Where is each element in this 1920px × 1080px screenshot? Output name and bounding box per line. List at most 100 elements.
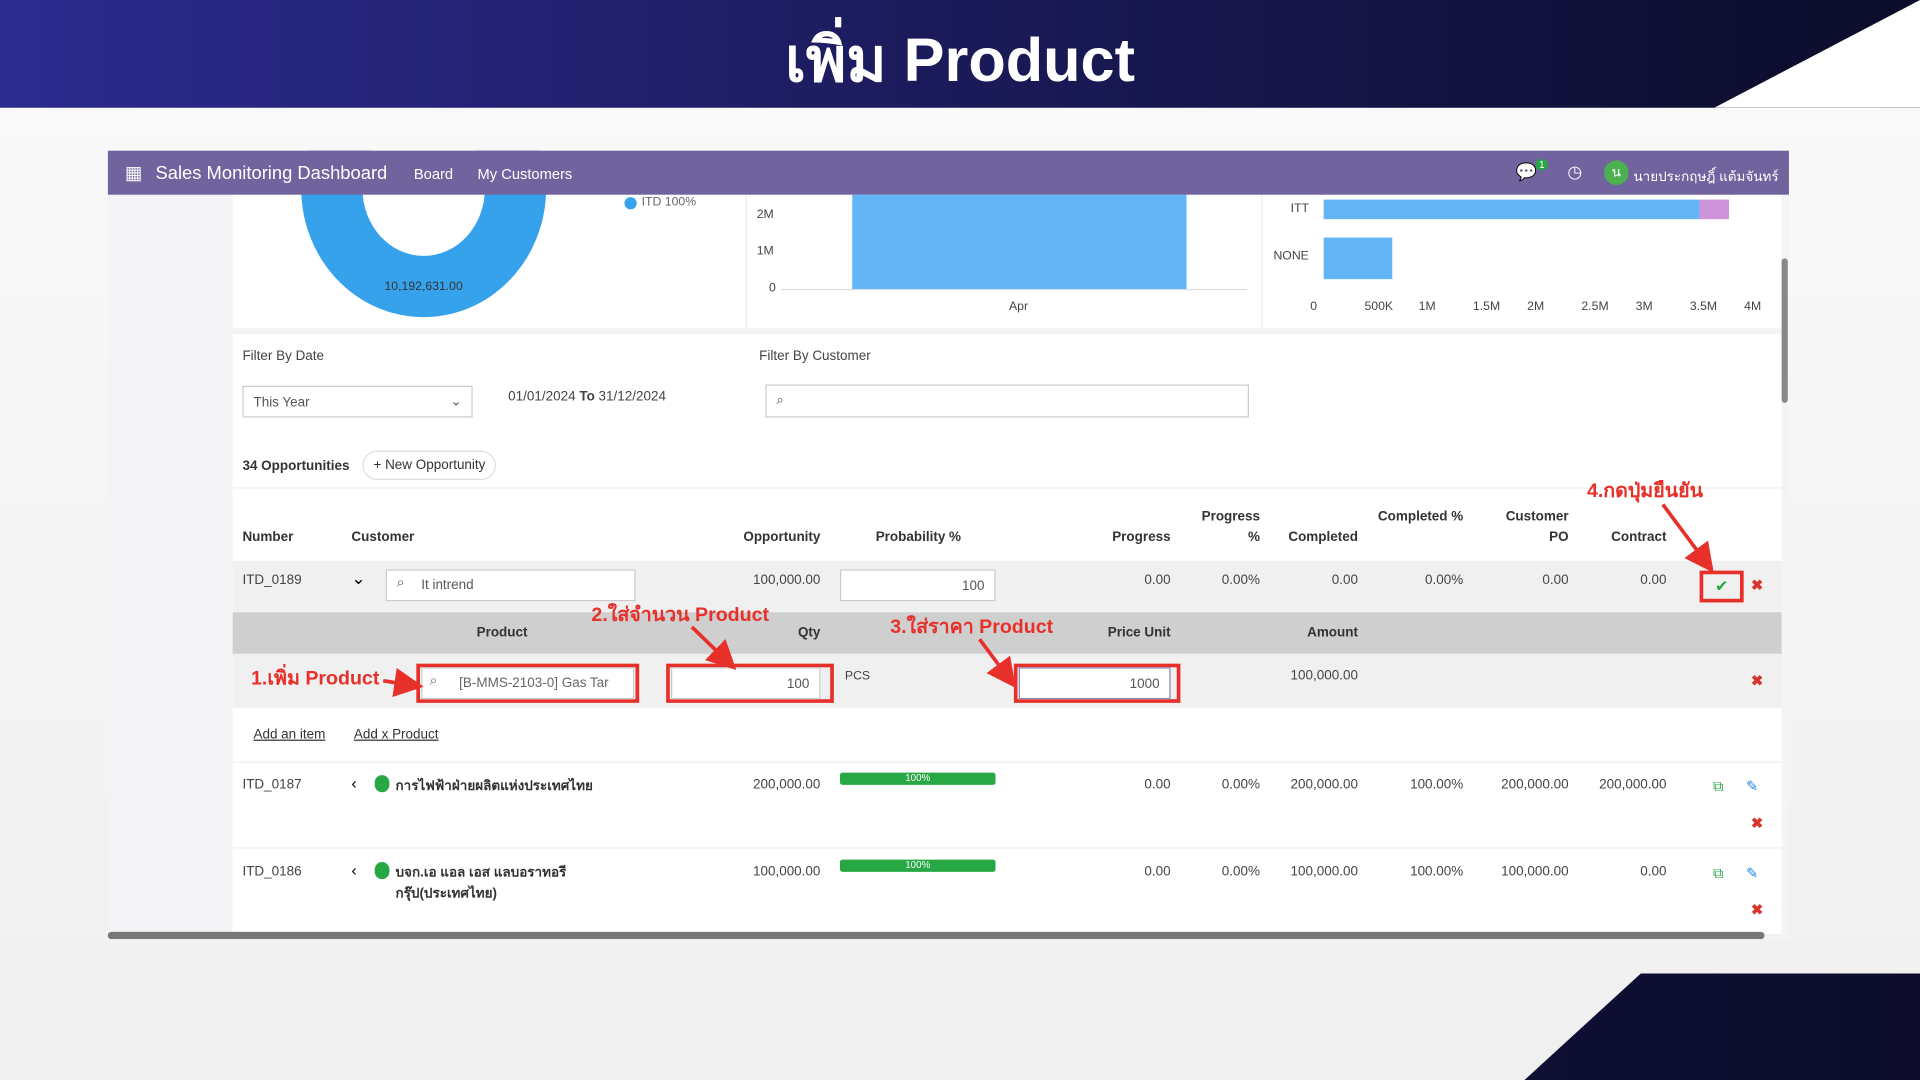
new-opportunity-button[interactable]: + New Opportunity [362,450,497,481]
price-unit-input[interactable]: 1000 [1018,667,1171,700]
copy-icon[interactable]: ⧉ [1713,864,1724,882]
banner [0,0,1920,108]
header-progress[interactable]: Progress [1112,530,1171,545]
legend-dot [624,197,637,210]
chat-icon[interactable]: 💬 [1515,161,1538,182]
header-customer-po[interactable]: Customer PO [1505,509,1569,545]
header-progress-pct[interactable]: Progress % [1201,509,1261,545]
row-customer-po: 200,000.00 [1501,777,1569,793]
donut-legend-label: ITD 100% [641,195,697,210]
confirm-check-button[interactable]: ✔ [1699,570,1744,603]
row-progress-pct: 0.00% [1221,573,1261,588]
customer-input-value: It intrend [421,577,474,593]
arrow-step4 [1661,503,1714,573]
user-name[interactable]: นายประกฤษฎิ์ แต้มจันทร์ [1633,170,1779,185]
row-number: ITD_0189 [242,573,302,588]
annotation-step3: 3.ใส่ราคา Product [890,617,1054,638]
page-title: เพิ่ม Product [785,25,1135,95]
header-probability[interactable]: Probability % [875,530,962,545]
row-customer: บจก.เอ แอล เอส แลบอราทอรี กรุ๊ป(ประเทศไทย… [396,863,567,905]
menu-my-customers[interactable]: My Customers [477,165,573,183]
product-input[interactable]: ⌕ [B-MMS-2103-0] Gas Tar [421,667,635,700]
date-select-value: This Year [253,395,310,411]
table-row[interactable]: ITD_0186 ‹ บจก.เอ แอล เอส แลบอราทอรี กรุ๊… [232,849,1782,936]
app-window: ▦ Sales Monitoring Dashboard Board My Cu… [107,150,1789,940]
customer-name-line2: กรุ๊ป(ประเทศไทย) [395,886,498,902]
discard-x-icon[interactable]: ✖ [1751,576,1764,594]
delete-line-x-icon[interactable]: ✖ [1751,672,1764,690]
chevron-left-icon[interactable]: ‹ [351,773,357,793]
bar-apr [852,194,1187,289]
table-row[interactable]: ITD_0187 ‹ การไฟฟ้าฝ่ายผลิตแห่งประเทศไทย… [232,762,1782,849]
row-completed-pct: 0.00% [1425,573,1464,588]
customer-input[interactable]: ⌕ It intrend [385,569,636,602]
row-contract: 0.00 [1640,864,1667,880]
qty-input[interactable]: 100 [671,667,821,700]
edit-pencil-icon[interactable]: ✎ [1746,864,1759,882]
row-customer: การไฟฟ้าฝ่ายผลิตแห่งประเทศไทย [396,776,593,797]
row-opportunity: 100,000.00 [752,573,821,588]
annotation-step1: 1.เพิ่ม Product [251,668,380,690]
product-input-value: [B-MMS-2103-0] Gas Tar [459,675,609,691]
edit-pencil-icon[interactable]: ✎ [1746,777,1759,795]
x-tick: 1.5M [1472,300,1501,314]
row-customer-po: 100,000.00 [1501,864,1569,880]
delete-x-icon[interactable]: ✖ [1751,814,1764,832]
chevron-left-icon[interactable]: ‹ [351,860,357,880]
bar-itt-2 [1699,199,1729,220]
date-select[interactable]: This Year ⌄ [242,385,473,418]
row-opportunity: 200,000.00 [752,777,821,793]
row-progress: 0.00 [1144,864,1171,880]
add-item-link[interactable]: Add an item [253,727,326,743]
uom: PCS [844,669,871,684]
menu-board[interactable]: Board [413,165,454,183]
header-completed-pct[interactable]: Completed % [1377,509,1464,525]
avatar[interactable]: น [1604,160,1629,185]
customer-name: การไฟฟ้าฝ่ายผลิตแห่งประเทศไทย [395,778,593,794]
donut-center-value: 10,192,631.00 [384,280,463,294]
x-tick: 0 [1310,300,1318,314]
header-amount: Amount [1307,625,1358,641]
probability-bar: 100% [840,859,996,872]
header-completed[interactable]: Completed [1288,530,1358,545]
x-axis: 0 500K 1M 1.5M 2M 2.5M 3M 3.5M 4M [1310,300,1775,317]
row-number: ITD_0187 [242,777,302,793]
chat-badge: 1 [1535,159,1549,171]
y-tick-2m: 2M [756,208,774,222]
horizontal-scrollbar[interactable] [107,931,1765,940]
table-header: Number Customer Opportunity Probability … [233,496,1782,560]
header-opportunity[interactable]: Opportunity [743,530,821,545]
vertical-scrollbar[interactable] [1781,258,1788,403]
apps-grid-icon[interactable]: ▦ [124,162,143,184]
row-opportunity: 100,000.00 [752,864,821,880]
header-number[interactable]: Number [242,530,294,545]
header-product: Product [476,625,528,641]
x-tick: 2.5M [1581,300,1609,314]
delete-x-icon[interactable]: ✖ [1751,901,1764,919]
x-tick: 3.5M [1689,300,1718,314]
add-product-link[interactable]: Add x Product [353,727,439,743]
copy-icon[interactable]: ⧉ [1713,777,1724,795]
customer-search-input[interactable]: ⌕ [765,384,1249,418]
y-tick-1m: 1M [756,244,774,259]
arrow-step1 [382,667,424,698]
y-tick-0: 0 [768,281,776,296]
chevron-down-icon[interactable]: ⌄ [351,568,366,588]
x-tick: 3M [1635,300,1653,314]
x-tick: 4M [1744,300,1762,314]
bar-itt [1323,199,1700,220]
row-completed: 100,000.00 [1290,864,1358,880]
row-contract: 0.00 [1640,573,1667,588]
app-title[interactable]: Sales Monitoring Dashboard [155,162,388,184]
y-label-none: NONE [1273,249,1309,264]
probability-input[interactable]: 100 [840,569,996,602]
x-tick: 1M [1418,300,1436,314]
row-completed: 200,000.00 [1290,777,1358,793]
row-completed: 0.00 [1331,573,1358,588]
row-progress-pct: 0.00% [1221,864,1261,880]
search-icon: ⌕ [396,575,405,591]
header-contract[interactable]: Contract [1611,530,1667,545]
header-customer[interactable]: Customer [351,530,415,545]
annotation-step4: 4.กดปุ่มยืนยัน [1586,481,1703,503]
clock-icon[interactable]: ◷ [1567,161,1583,182]
